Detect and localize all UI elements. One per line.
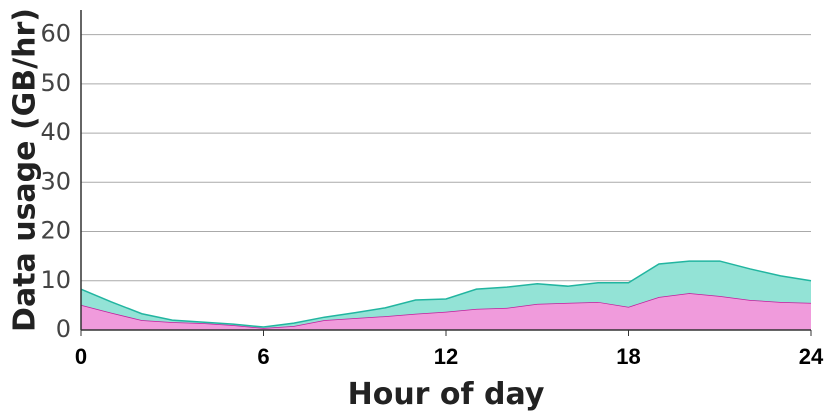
y-tick-label: 20 <box>40 217 71 245</box>
x-axis-label: Hour of day <box>348 377 545 412</box>
area <box>81 261 811 329</box>
y-tick-label: 50 <box>40 69 71 97</box>
x-tick-label: 0 <box>75 344 87 369</box>
y-tick-label: 60 <box>40 20 71 48</box>
x-tick-label: 6 <box>257 344 269 369</box>
x-tick-label: 24 <box>799 344 824 369</box>
y-tick-label: 30 <box>40 167 71 195</box>
area <box>81 293 811 330</box>
area-line <box>80 260 812 328</box>
area-line <box>80 292 812 329</box>
x-tick-label: 18 <box>616 344 640 369</box>
y-tick-label: 40 <box>40 118 71 146</box>
y-axis-label: Data usage (GB/hr) <box>8 8 43 332</box>
y-tick-label: 0 <box>56 315 71 343</box>
x-tick-label: 12 <box>434 344 458 369</box>
y-tick-label: 10 <box>40 266 71 294</box>
